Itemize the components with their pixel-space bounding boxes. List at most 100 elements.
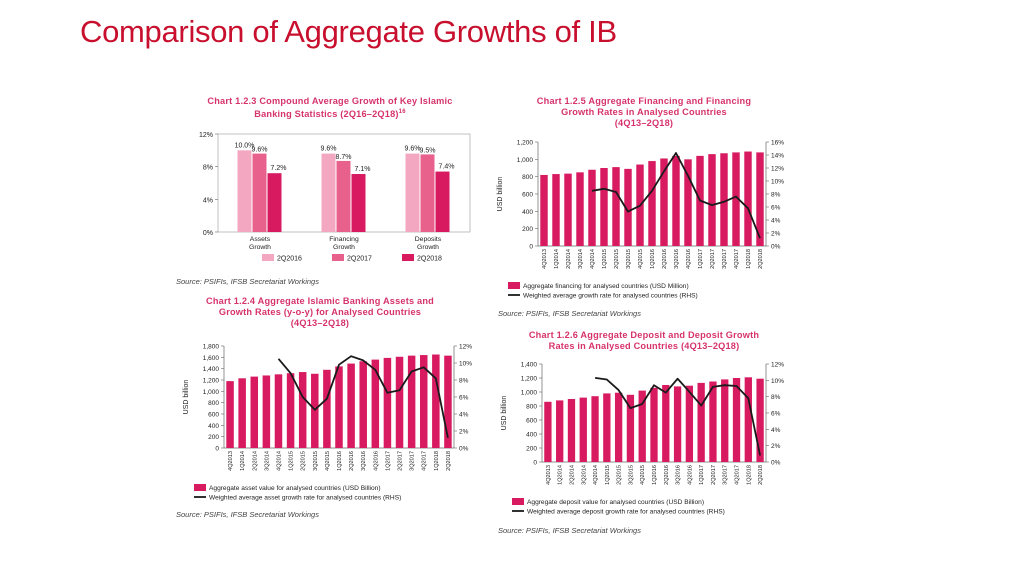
x-tick-label: 2Q2015 (617, 465, 623, 485)
y-tick-left-label: 1,000 (517, 157, 534, 164)
y-tick-right-label: 16% (771, 140, 784, 147)
chart-source: Source: PSIFIs, IFSB Secretariat Working… (176, 510, 319, 519)
bar (564, 173, 572, 246)
x-tick-label: 3Q2017 (723, 465, 729, 485)
chart-source: Source: PSIFIs, IFSB Secretariat Working… (498, 526, 641, 535)
x-tick-label: 3Q2015 (626, 249, 632, 269)
y-tick-right-label: 0% (771, 244, 781, 251)
bar (226, 381, 234, 448)
x-tick-label: 1Q2016 (652, 465, 658, 485)
legend-swatch (332, 254, 344, 261)
x-tick-label: 3Q2016 (674, 249, 680, 269)
x-tick-label: 1Q2014 (240, 451, 246, 471)
chart-1-2-4-title: Chart 1.2.4 Aggregate Islamic Banking As… (170, 296, 470, 329)
bar (720, 153, 728, 246)
y-tick-right-label: 10% (459, 361, 472, 368)
chart-1-2-6-svg: 0 200 400 600 800 1,000 1,200 1,400 0% 2% 4% 6% 8% 10… (501, 362, 784, 516)
x-tick-label: 4Q2017 (735, 465, 741, 485)
bar (311, 373, 319, 448)
x-tick-label: 2Q2014 (252, 451, 258, 471)
y-tick-left-label: 1,400 (521, 362, 538, 369)
x-tick-label: 4Q2016 (686, 249, 692, 269)
legend-swatch-bar (508, 282, 520, 289)
bar (662, 385, 670, 462)
x-tick-label: 1Q2017 (699, 465, 705, 485)
x-tick-label: 2Q2016 (662, 249, 668, 269)
x-tick-label: 3Q2017 (722, 249, 728, 269)
chart-1-2-4-svg: 0 200 400 600 800 1,000 1,200 1,400 1,600 1,800 0%… (183, 344, 472, 502)
bar (298, 372, 307, 448)
y-tick-left-label: 1,000 (203, 389, 220, 396)
growth-line (277, 355, 449, 438)
x-tick-label: Growth (333, 244, 355, 251)
y-tick-left-label: 600 (208, 412, 219, 419)
legend-label-bar: Aggregate financing for analysed countri… (523, 283, 689, 290)
x-tick-label: 3Q2014 (264, 451, 270, 471)
bar (444, 355, 452, 448)
y-tick-right-label: 0% (771, 460, 781, 467)
growth-line (591, 152, 761, 239)
legend-label-bar: Aggregate deposit value for analysed cou… (527, 499, 704, 506)
x-tick-label: 1Q2015 (605, 465, 611, 485)
bar (274, 374, 283, 448)
x-tick-label: 2Q2015 (301, 451, 307, 471)
y-tick-left-label: 1,200 (517, 140, 534, 147)
x-tick-label: 3Q2014 (581, 465, 587, 485)
bar (262, 375, 271, 448)
x-tick-label: 1Q2014 (554, 249, 560, 269)
bar (420, 154, 435, 232)
bar (335, 366, 343, 448)
bar (744, 151, 752, 246)
y-tick-left-label: 400 (522, 209, 533, 216)
chart-title-line-text: Banking Statistics (2Q16–2Q18) (254, 109, 399, 120)
y-tick-left-label: 800 (208, 400, 219, 407)
y-tick-left-label: 1,400 (203, 366, 220, 373)
x-tick-label: 2Q2017 (398, 451, 404, 471)
y-tick-right-label: 6% (771, 205, 781, 212)
bar (732, 378, 741, 462)
y-tick-right-label: 6% (459, 395, 469, 402)
chart-title-line: Growth Rates (y-o-y) for Analysed Countr… (218, 307, 422, 317)
x-tick-label: Growth (417, 244, 439, 251)
x-tick-label: Assets (250, 236, 271, 243)
y-tick-left-label: 800 (522, 174, 533, 181)
y-tick-left-label: 800 (526, 404, 537, 411)
bar (359, 361, 367, 448)
y-axis-title: USD billion (183, 380, 190, 415)
bar (650, 387, 658, 462)
legend-swatch-bar (512, 498, 524, 505)
chart-source: Source: PSIFIs, IFSB Secretariat Working… (498, 309, 641, 318)
x-tick-label: 3Q2015 (313, 451, 319, 471)
chart-1-2-4-panel: Chart 1.2.4 Aggregate Islamic Banking As… (170, 296, 490, 522)
data-label: 9.6% (405, 146, 421, 153)
y-tick-label: 8% (203, 165, 213, 172)
data-label: 7.1% (355, 166, 371, 173)
bar (673, 386, 682, 462)
bar (552, 174, 560, 246)
x-tick-label: 3Q2016 (676, 465, 682, 485)
bar (321, 153, 336, 232)
legend-swatch (262, 254, 274, 261)
bar (351, 174, 366, 232)
bar (626, 394, 635, 462)
y-tick-left-label: 200 (522, 226, 533, 233)
chart-title-line: Banking Statistics (2Q16–2Q18)16 (170, 107, 490, 120)
y-tick-left-label: 600 (522, 192, 533, 199)
bar (419, 355, 428, 448)
chart-title-line: (4Q13–2Q18) (290, 318, 350, 328)
y-tick-right-label: 12% (771, 362, 784, 369)
chart-1-2-5-svg: 0 200 400 600 800 1,000 1,200 0% 2% 4% 6% 8% 10% 12% 1… (497, 140, 784, 300)
bar (407, 355, 416, 448)
chart-title-line: Chart 1.2.3 Compound Average Growth of K… (207, 96, 453, 106)
y-tick-right-label: 10% (771, 179, 784, 186)
legend-label-line: Weighted average growth rate for analyse… (523, 293, 698, 300)
x-tick-label: Deposits (415, 236, 442, 243)
y-tick-right-label: 8% (771, 192, 781, 199)
bar (708, 154, 716, 246)
legend-label-bar: Aggregate asset value for analysed count… (209, 485, 381, 492)
legend-label: 2Q2017 (347, 256, 372, 263)
bar (732, 152, 740, 246)
chart-title-line: Growth Rates in Analysed Countries (561, 107, 727, 117)
y-tick-right-label: 12% (771, 166, 784, 173)
x-tick-label: 2Q2015 (614, 249, 620, 269)
